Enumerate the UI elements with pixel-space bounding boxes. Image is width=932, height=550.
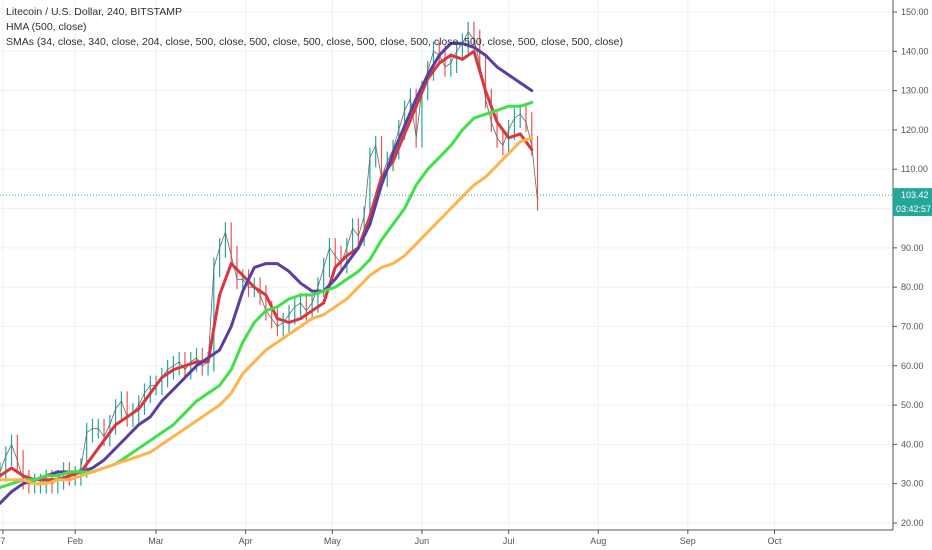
moving-average-lines xyxy=(0,41,534,505)
price-tick-label: 20.00 xyxy=(901,518,924,528)
time-axis-ticks: 7 Feb Mar Apr May Jun Jul Aug Sep Oct xyxy=(0,530,782,546)
price-tick-label: 120.00 xyxy=(901,125,929,135)
time-tick-label: Aug xyxy=(590,536,606,546)
price-tick-label: 110.00 xyxy=(901,164,928,174)
price-tick-label: 90.00 xyxy=(901,243,924,253)
price-tick-label: 40.00 xyxy=(901,439,924,449)
ma-line-4 xyxy=(0,136,534,486)
price-tick-label: 150.00 xyxy=(901,7,929,17)
time-axis-panel[interactable] xyxy=(0,531,932,550)
price-tick-label: 60.00 xyxy=(901,361,924,371)
price-tick-label: 30.00 xyxy=(901,479,924,489)
time-tick-label: Apr xyxy=(239,536,253,546)
countdown-label: 03:42:57 xyxy=(896,204,931,214)
price-series xyxy=(0,21,539,494)
legend-indicator-hma: HMA (500, close) xyxy=(6,21,87,33)
chart-legend: Litecoin / U.S. Dollar, 240, BITSTAMP HM… xyxy=(6,5,623,50)
time-tick-label: 7 xyxy=(0,536,5,546)
price-tick-label: 50.00 xyxy=(901,400,924,410)
price-tick-label: 70.00 xyxy=(901,321,924,331)
time-tick-label: May xyxy=(324,536,342,546)
time-tick-label: Jun xyxy=(415,536,430,546)
time-tick-label: Mar xyxy=(148,536,164,546)
price-tick-label: 140.00 xyxy=(901,46,929,56)
price-tags: 103.42 03:42:57 xyxy=(893,188,932,217)
legend-indicator-smas: SMAs (34, close, 340, close, 204, close,… xyxy=(6,36,623,48)
ma-line-2 xyxy=(0,41,534,505)
price-tick-label: 80.00 xyxy=(901,282,924,292)
time-tick-label: Feb xyxy=(67,536,83,546)
time-tick-label: Oct xyxy=(768,536,783,546)
price-axis-panel[interactable] xyxy=(893,0,932,550)
price-close-line xyxy=(0,30,538,485)
legend-title: Litecoin / U.S. Dollar, 240, BITSTAMP xyxy=(6,6,183,18)
last-price-badge xyxy=(893,188,932,217)
time-tick-label: Sep xyxy=(680,536,696,546)
ma-line-1 xyxy=(0,49,534,482)
last-price-label: 103.42 xyxy=(901,190,929,200)
chart-grid xyxy=(0,0,893,530)
price-tick-label: 130.00 xyxy=(901,86,929,96)
time-tick-label: Jul xyxy=(503,536,515,546)
